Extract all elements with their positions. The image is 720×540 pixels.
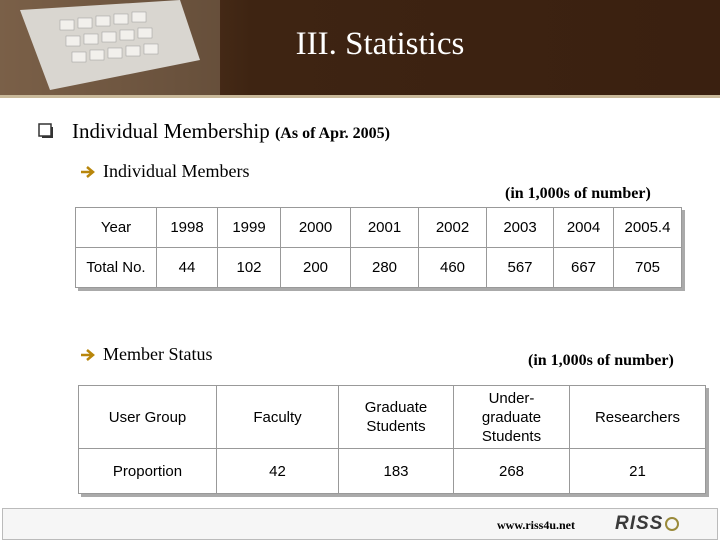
table-cell: 667 [553, 247, 614, 288]
table-cell: 2004 [553, 207, 614, 248]
keyboard-image [0, 0, 220, 95]
header-banner [0, 0, 720, 98]
table-row: Proportion 42 183 268 21 [78, 448, 706, 494]
table-cell: 2003 [486, 207, 554, 248]
table-cell: 2005.4 [613, 207, 682, 248]
cell-text: Researchers [594, 408, 681, 426]
table-cell: 280 [350, 247, 419, 288]
cell-text: Proportion [112, 462, 183, 480]
cell-text: 42 [269, 462, 286, 480]
table-cell: Total No. [75, 247, 157, 288]
table-cell: Year [75, 207, 157, 248]
table-row: Total No. 44 102 200 280 460 567 667 705 [75, 247, 682, 288]
table-cell: Under-graduate Students [453, 385, 570, 449]
table-cell: 1999 [217, 207, 281, 248]
section-title: Individual Membership [72, 119, 270, 143]
table-cell: 2001 [350, 207, 419, 248]
table-cell: 1998 [156, 207, 218, 248]
section-note: (As of Apr. 2005) [274, 125, 390, 142]
table-cell: Researchers [569, 385, 706, 449]
table-cell: Faculty [216, 385, 339, 449]
table-cell: Graduate Students [338, 385, 454, 449]
cell-text: 183 [383, 462, 409, 480]
table-cell: 183 [338, 448, 454, 494]
table-cell: 102 [217, 247, 281, 288]
bullet-arrow [81, 166, 95, 178]
table-cell: 705 [613, 247, 682, 288]
cell-text: Faculty [253, 408, 302, 426]
logo-emblem [665, 517, 679, 531]
footer-url: www.riss4u.net [497, 518, 576, 532]
unit-note: (in 1,000s of number) [505, 185, 651, 202]
footer-logo: RISS [615, 513, 664, 534]
subheading: Member Status [103, 344, 213, 364]
status-table: User Group Faculty Graduate Students Under-… [78, 385, 706, 494]
members-table: Year 1998 1999 2000 2001 2002 2003 2004 2005.4 To… [75, 207, 682, 288]
cell-text: Under-graduate Students [481, 389, 542, 445]
bullet-arrow [81, 349, 95, 361]
bullet-square [38, 123, 53, 138]
table-cell: 21 [569, 448, 706, 494]
table-cell: User Group [78, 385, 217, 449]
slide-title: III. Statistics [295, 26, 465, 62]
cell-text: Graduate Students [364, 399, 428, 435]
table-cell: 268 [453, 448, 570, 494]
table-cell: 2002 [418, 207, 487, 248]
cell-text: 21 [629, 462, 646, 480]
table-cell: 42 [216, 448, 339, 494]
table-row: Year 1998 1999 2000 2001 2002 2003 2004 2005.4 [75, 207, 682, 248]
table-cell: 2000 [280, 207, 351, 248]
table-cell: 567 [486, 247, 554, 288]
footer-bar [2, 508, 718, 540]
subheading: Individual Members [103, 161, 250, 181]
cell-text: 268 [498, 462, 525, 480]
table-cell: 460 [418, 247, 487, 288]
section-heading: Individual Membership (As of Apr. 2005) [72, 119, 390, 144]
table-cell: 200 [280, 247, 351, 288]
unit-note: (in 1,000s of number) [528, 352, 674, 369]
table-cell: 44 [156, 247, 218, 288]
table-row: User Group Faculty Graduate Students Under-… [78, 385, 706, 449]
table-cell: Proportion [78, 448, 217, 494]
cell-text: User Group [108, 408, 187, 426]
